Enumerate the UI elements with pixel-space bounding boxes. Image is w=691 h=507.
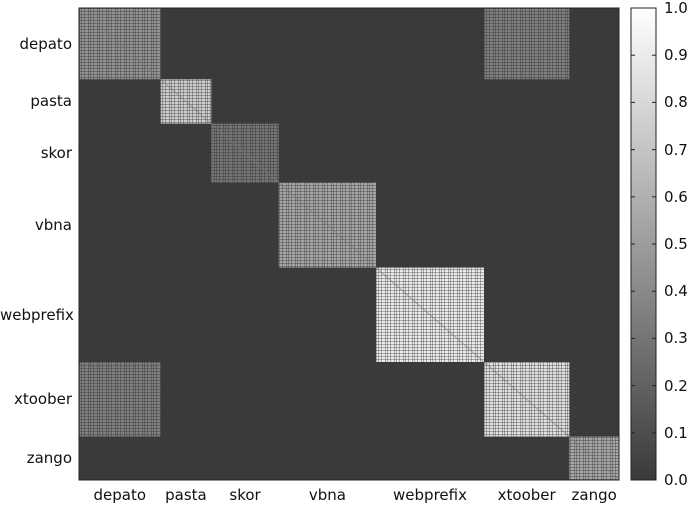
y-tick-label-skor: skor [40,144,72,163]
colorbar-tick-label: 0.1 [664,423,688,442]
heatmap-diagonal-xtoober [483,361,570,437]
x-tick-label-skor: skor [229,486,261,504]
colorbar-tick-label: 0.5 [664,235,688,253]
heatmap-diagonal-webprefix [375,267,485,363]
heatmap-block-texture-xtoober-depato [79,362,161,437]
heatmap-diagonal-skor [210,123,280,184]
plot-frame [78,7,620,481]
colorbar-tick-label: 0.2 [664,376,688,395]
x-tick-label-xtoober: xtoober [497,486,556,504]
heatmap-diagonal-zango [568,436,620,481]
x-tick-label-zango: zango [571,486,617,504]
colorbar-tick-label: 1.0 [664,0,688,17]
y-tick-label-xtoober: xtoober [13,390,72,409]
y-tick-label-pasta: pasta [30,92,72,111]
x-tick-label-pasta: pasta [165,486,207,504]
x-tick-label-vbna: vbna [308,486,346,504]
y-tick-label-vbna: vbna [34,216,72,235]
y-tick-label-webprefix: webprefix [0,305,74,324]
colorbar-tick-label: 0.3 [664,329,688,348]
colorbar-tick-label: 0.4 [664,282,688,301]
y-tick-label-depato: depato [19,34,72,53]
y-tick-label-zango: zango [26,449,72,468]
x-tick-label-webprefix: webprefix [393,486,467,504]
colorbar [630,7,657,481]
colorbar-tick-label: 0.9 [664,46,688,65]
heatmap-diagonal-vbna [278,182,377,268]
colorbar-tick-label: 0.6 [664,187,688,206]
colorbar-tick-label: 0.7 [664,140,688,159]
colorbar-tick-label: 0.0 [664,471,688,489]
heatmap-diagonal-pasta [160,78,212,125]
heatmap-block-texture-depato-xtoober [484,8,570,80]
colorbar-tick-label: 0.8 [664,93,688,112]
x-tick-label-depato: depato [93,486,147,504]
heatmap-diagonal-depato [78,7,161,80]
